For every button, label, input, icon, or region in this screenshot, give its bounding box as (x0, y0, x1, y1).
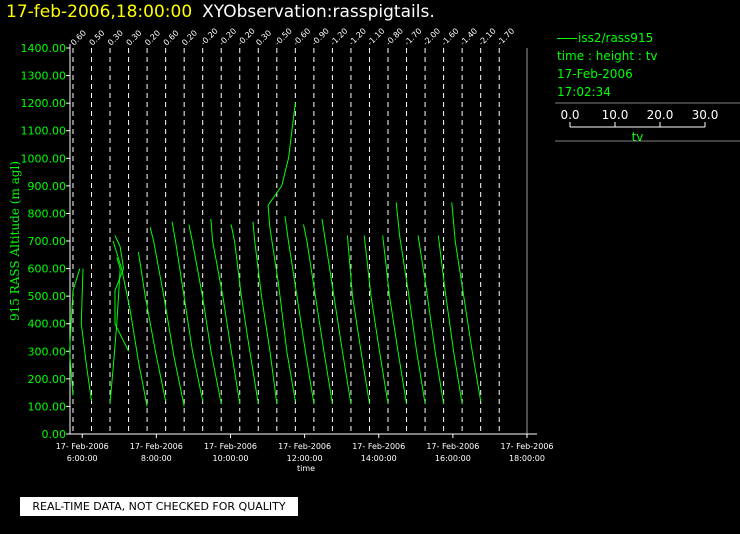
x-tick-date: 17- Feb-2006 (278, 442, 331, 451)
profile-label: -1.60 (440, 26, 461, 47)
x-tick-date: 17- Feb-2006 (204, 442, 257, 451)
profile-label: -1.20 (347, 26, 368, 47)
y-tick-label: 600.00 (28, 263, 67, 276)
y-tick-label: 1000.00 (21, 152, 67, 165)
profile-line (346, 235, 370, 404)
profile-label: 0.30 (125, 28, 144, 47)
profile-line (114, 235, 130, 352)
x-tick-date: 17- Feb-2006 (426, 442, 479, 451)
legend-date: 17-Feb-2006 (557, 67, 633, 81)
legend-scale-tick-label: 10.0 (602, 108, 629, 122)
profile-line (109, 257, 121, 404)
profile-line (230, 224, 259, 404)
profile-line (210, 218, 241, 404)
x-tick-date: 17- Feb-2006 (130, 442, 183, 451)
y-tick-label: 300.00 (28, 345, 67, 358)
y-tick-label: 200.00 (28, 373, 67, 386)
y-tick-label: 1200.00 (21, 97, 67, 110)
profile-label: 0.20 (143, 28, 162, 47)
legend-scale-tick-label: 0.0 (560, 108, 579, 122)
legend-series-name: iss2/rass915 (578, 31, 654, 45)
y-tick-label: 400.00 (28, 318, 67, 331)
profile-label: -0.20 (217, 26, 238, 47)
x-tick-date: 17- Feb-2006 (500, 442, 553, 451)
profile-line (80, 268, 92, 401)
profile-line (451, 202, 482, 401)
legend-scale-tick-label: 20.0 (647, 108, 674, 122)
quality-disclaimer: REAL-TIME DATA, NOT CHECKED FOR QUALITY (20, 497, 298, 516)
series-line-icon (557, 38, 577, 39)
profile-line (395, 202, 426, 404)
title-timestamp: 17-feb-2006,18:00:00 (6, 2, 193, 22)
profile-line (188, 224, 222, 404)
legend-description: time : height : tv (557, 49, 658, 63)
x-tick-date: 17- Feb-2006 (352, 442, 405, 451)
y-tick-label: 0.00 (42, 428, 67, 441)
legend-scale-label: tv (632, 130, 644, 144)
legend-time: 17:02:34 (557, 85, 611, 99)
profile-label: 0.30 (254, 28, 273, 47)
profile-label: 0.20 (180, 28, 199, 47)
y-tick-label: 1400.00 (21, 42, 67, 55)
profile-line (171, 221, 204, 402)
profile-label: -0.20 (199, 26, 220, 47)
y-axis-label: 915 RASS Altitude (m agl) (8, 161, 22, 321)
profile-line (303, 224, 333, 404)
profile-label: -1.70 (403, 26, 424, 47)
profile-line (267, 103, 296, 401)
profile-label: 0.60 (162, 28, 181, 47)
y-tick-label: 800.00 (28, 207, 67, 220)
profile-line (284, 216, 315, 404)
profile-label: 0.50 (88, 28, 107, 47)
profile-line (69, 268, 81, 396)
profile-label: -1.10 (366, 26, 387, 47)
profile-label: -0.20 (236, 26, 257, 47)
x-tick-time: 14:00:00 (361, 454, 397, 463)
profile-label: -1.70 (495, 26, 516, 47)
x-tick-time: 8:00:00 (141, 454, 172, 463)
page-title: 17-feb-2006,18:00:00 XYObservation:rasspi… (6, 2, 435, 22)
x-axis-label: time (297, 464, 315, 473)
legend-series: iss2/rass915 (557, 29, 658, 47)
profile-label: -0.90 (310, 26, 331, 47)
x-tick-time: 12:00:00 (287, 454, 323, 463)
x-tick-time: 10:00:00 (213, 454, 249, 463)
y-tick-label: 1100.00 (21, 125, 67, 138)
profile-line (112, 240, 148, 407)
x-tick-time: 18:00:00 (509, 454, 545, 463)
profile-line (417, 235, 445, 404)
legend-scale-tick-label: 30.0 (692, 108, 719, 122)
profile-label: -1.20 (328, 26, 349, 47)
profile-label: -0.50 (273, 26, 294, 47)
y-tick-label: 900.00 (28, 180, 67, 193)
profile-label: -1.40 (458, 26, 479, 47)
legend-panel: iss2/rass915 time : height : tv 17-Feb-2… (557, 29, 658, 101)
x-tick-date: 17- Feb-2006 (56, 442, 109, 451)
x-tick-time: 16:00:00 (435, 454, 471, 463)
profile-label: -2.10 (477, 26, 498, 47)
profile-label: 0.60 (69, 28, 88, 47)
profile-label: -2.00 (421, 26, 442, 47)
y-tick-label: 500.00 (28, 290, 67, 303)
profile-line (363, 235, 389, 404)
y-tick-label: 100.00 (28, 400, 67, 413)
profile-label: 0.30 (106, 28, 125, 47)
profile-line (321, 218, 352, 404)
profile-label: -0.60 (291, 26, 312, 47)
y-tick-label: 700.00 (28, 235, 67, 248)
x-tick-time: 6:00:00 (67, 454, 98, 463)
profile-line (252, 221, 278, 404)
profile-line (149, 227, 185, 407)
profile-line (137, 251, 167, 402)
y-tick-label: 1300.00 (21, 70, 67, 83)
profile-line (382, 235, 407, 404)
profile-line (437, 235, 463, 404)
title-observation: XYObservation:rasspigtails. (202, 2, 435, 22)
profile-label: -0.80 (384, 26, 405, 47)
